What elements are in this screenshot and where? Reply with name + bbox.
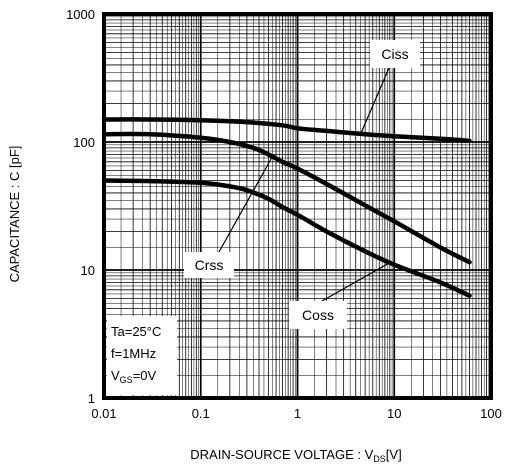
curves: [101, 117, 472, 298]
series-coss-line: [101, 178, 472, 298]
x-tick-label: 10: [387, 406, 401, 421]
y-tick-label: 1000: [66, 7, 95, 22]
x-tick-label: 0.1: [192, 406, 210, 421]
condition-ta: Ta=25°C: [111, 324, 161, 339]
annotations: Ciss Crss Coss: [184, 40, 420, 329]
series-ciss-line: [101, 117, 472, 144]
annotation-box-crss: [184, 252, 234, 278]
conditions-background: [107, 316, 177, 395]
tick-labels: 0.01 0.1 1 10 100 1 10 100 1000: [66, 7, 502, 421]
annotation-leader-crss: [218, 156, 273, 253]
annotation-leader-coss: [321, 262, 391, 302]
plot-frame: [102, 12, 493, 400]
y-axis-label: CAPACITANCE : C [pF]: [7, 146, 22, 283]
y-tick-label: 1: [88, 391, 95, 406]
annotation-box-ciss: [370, 40, 420, 68]
x-tick-label: 1: [294, 406, 301, 421]
series-crss-line: [101, 131, 472, 265]
condition-vgs: VGS=0V: [111, 368, 157, 385]
annotation-label-coss: Coss: [302, 307, 334, 323]
x-tick-label: 100: [480, 406, 502, 421]
annotation-label-crss: Crss: [195, 257, 224, 273]
annotation-leader-ciss: [360, 67, 390, 135]
annotation-label-ciss: Ciss: [381, 46, 408, 62]
x-axis-label: DRAIN-SOURCE VOLTAGE : VDS[V]: [190, 447, 401, 464]
x-tick-label: 0.01: [91, 406, 116, 421]
annotation-box-coss: [289, 301, 347, 329]
y-tick-label: 100: [73, 135, 95, 150]
conditions-box: Ta=25°C f=1MHz VGS=0V: [107, 316, 177, 395]
condition-frequency: f=1MHz: [111, 346, 156, 361]
y-tick-label: 10: [81, 263, 95, 278]
